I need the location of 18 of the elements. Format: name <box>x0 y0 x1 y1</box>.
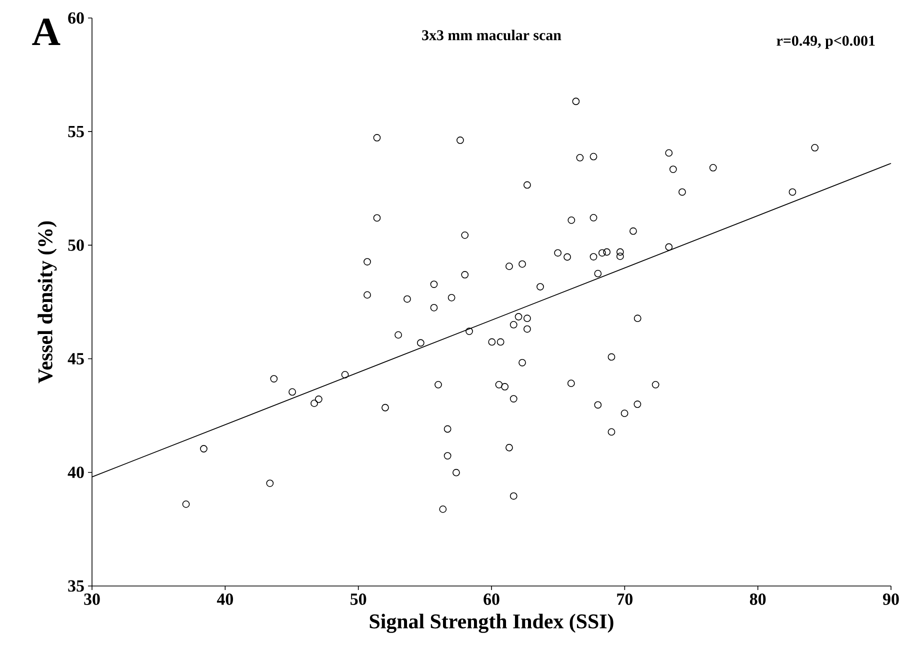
x-axis-title: Signal Strength Index (SSI) <box>370 614 614 633</box>
x-tick-label: 50 <box>350 594 366 605</box>
y-tick-label: 45 <box>68 353 84 364</box>
x-tick-label: 60 <box>484 594 500 605</box>
x-tick-label: 40 <box>216 594 233 605</box>
y-tick-label: 55 <box>68 126 84 138</box>
x-tick-label: 30 <box>84 594 100 605</box>
y-tick-label: 40 <box>68 466 84 478</box>
y-tick-label: 35 <box>68 580 84 592</box>
x-tick-label: 70 <box>617 594 633 605</box>
y-axis-title: Vessel density (%) <box>38 221 57 384</box>
text: A <box>32 18 60 45</box>
annotation: r=0.49, p<0.001 <box>776 36 875 49</box>
text: 3x3 mm macular scan <box>422 30 562 40</box>
x-tick-label: 90 <box>883 594 899 605</box>
y-tick-label: 60 <box>68 12 84 24</box>
y-tick-label: 50 <box>68 239 84 251</box>
x-tick-label: 80 <box>750 594 766 605</box>
